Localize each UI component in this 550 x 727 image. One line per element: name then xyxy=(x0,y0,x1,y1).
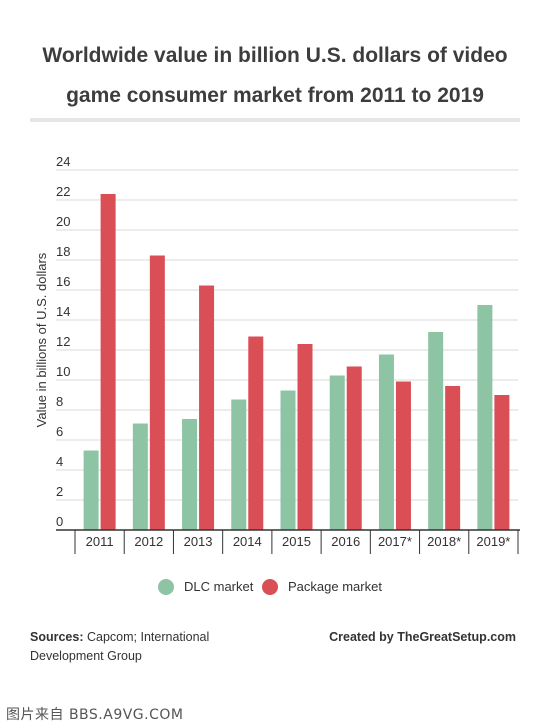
sources-text: Capcom; International Development Group xyxy=(30,630,210,663)
bar-dlc-market xyxy=(231,399,247,530)
credit-note: Created by TheGreatSetup.com xyxy=(329,630,516,644)
x-tick-label: 2019* xyxy=(476,534,510,549)
x-tick-label: 2014 xyxy=(233,534,262,549)
legend-label: DLC market xyxy=(184,579,254,594)
sources-note: Sources: Capcom; International Developme… xyxy=(30,628,260,666)
bar-dlc-market xyxy=(83,450,99,530)
x-tick-label: 2013 xyxy=(184,534,213,549)
chart-title: Worldwide value in billion U.S. dollars … xyxy=(42,44,508,107)
legend: DLC market Package market xyxy=(158,579,382,595)
title-divider xyxy=(30,118,520,122)
sources-label: Sources: xyxy=(30,630,84,644)
y-tick-label: 20 xyxy=(56,214,70,229)
y-tick-label: 18 xyxy=(56,244,70,259)
bar-dlc-market xyxy=(280,390,296,530)
x-tick-label: 2018* xyxy=(427,534,461,549)
watermark: 图片来自 BBS.A9VG.COM xyxy=(6,707,184,723)
bar-package-market xyxy=(248,336,264,530)
legend-swatch xyxy=(158,579,174,595)
x-tick-label: 2015 xyxy=(282,534,311,549)
bar-dlc-market xyxy=(132,423,148,530)
bar-package-market xyxy=(494,395,510,530)
bar-package-market xyxy=(100,194,116,530)
y-tick-label: 24 xyxy=(56,154,70,169)
bar-package-market xyxy=(149,255,165,530)
bar-dlc-market xyxy=(477,305,493,530)
x-tick-label: 2011 xyxy=(86,534,114,549)
bar-package-market xyxy=(445,386,461,530)
bar-dlc-market xyxy=(378,354,394,530)
x-tick-label: 2016 xyxy=(331,534,360,549)
bar-dlc-market xyxy=(182,419,198,530)
bar-package-market xyxy=(199,285,215,530)
bars xyxy=(83,194,510,530)
y-tick-label: 22 xyxy=(56,184,70,199)
bar-package-market xyxy=(297,344,313,530)
y-tick-label: 6 xyxy=(56,424,63,439)
y-tick-label: 4 xyxy=(56,454,63,469)
bar-dlc-market xyxy=(329,375,345,530)
x-tick-label: 2012 xyxy=(134,534,163,549)
bar-package-market xyxy=(395,381,411,530)
y-tick-label: 8 xyxy=(56,394,63,409)
legend-swatch xyxy=(262,579,278,595)
y-tick-label: 12 xyxy=(56,334,70,349)
y-axis-title: Value in billions of U.S. dollars xyxy=(34,252,49,427)
legend-label: Package market xyxy=(288,579,382,594)
y-tick-label: 16 xyxy=(56,274,70,289)
bar-package-market xyxy=(346,366,362,530)
x-tick-label: 2017* xyxy=(378,534,412,549)
y-tick-label: 10 xyxy=(56,364,70,379)
bar-dlc-market xyxy=(428,332,444,530)
y-tick-label: 0 xyxy=(56,514,63,529)
y-tick-label: 2 xyxy=(56,484,63,499)
y-tick-label: 14 xyxy=(56,304,70,319)
